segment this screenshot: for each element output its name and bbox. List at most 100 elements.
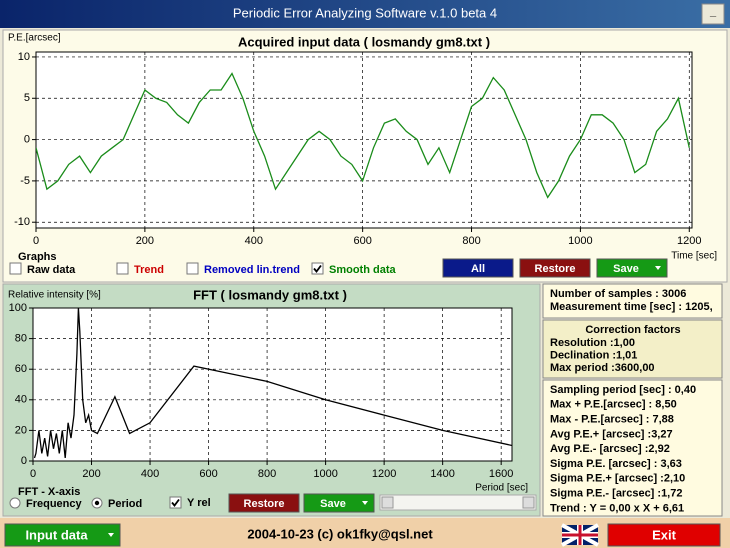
x-tick-label: 400 [141, 468, 159, 480]
stats-panel [542, 379, 723, 517]
x-tick-label: 1600 [489, 468, 513, 480]
data-line [36, 72, 690, 199]
checkbox[interactable] [311, 262, 324, 275]
info-line: Declination :1,01 [550, 349, 637, 361]
chart-title: FFT ( losmandy gm8.txt ) [193, 287, 347, 302]
x-tick-label: 1200 [677, 235, 701, 247]
y-tick-label: 40 [15, 394, 27, 406]
checkbox[interactable] [169, 496, 182, 509]
info-line: Sigma P.E. [arcsec] : 3,63 [550, 458, 682, 470]
minimize-label: _ [709, 6, 717, 18]
x-tick-label: 200 [136, 235, 154, 247]
info-line: Sigma P.E.+ [arcsec] :2,10 [550, 473, 685, 485]
scroll-right[interactable] [522, 496, 535, 509]
checkbox[interactable] [9, 262, 22, 275]
x-tick-label: 400 [245, 235, 263, 247]
y-tick-label: 100 [9, 302, 27, 314]
y-tick-label: 10 [18, 51, 30, 63]
button-label: Restore [244, 498, 285, 510]
copyright: 2004-10-23 (c) ok1fky@qsl.net [247, 526, 433, 541]
group-label: FFT - X-axis [18, 486, 80, 498]
dropdown-arrow [655, 266, 661, 270]
plot-area [32, 307, 513, 462]
button[interactable] [596, 258, 668, 278]
dropdown-arrow [362, 501, 368, 505]
checkbox[interactable] [116, 262, 129, 275]
samples-panel [542, 283, 723, 319]
x-tick-label: 800 [462, 235, 480, 247]
button[interactable] [4, 523, 121, 547]
info-line: Avg P.E.+ [arcsec] :3,27 [550, 428, 673, 440]
y-tick-label: 0 [21, 455, 27, 467]
scrollbar[interactable] [379, 494, 537, 511]
radio-label: Frequency [26, 498, 83, 510]
y-axis-label: P.E.[arcsec] [8, 33, 61, 44]
x-tick-label: 1000 [313, 468, 337, 480]
x-tick-label: 600 [353, 235, 371, 247]
button[interactable] [442, 258, 514, 278]
info-line: Sigma P.E.- [arcsec] :1,72 [550, 488, 682, 500]
x-tick-label: 1000 [568, 235, 592, 247]
info-line: Max + P.E.[arcsec] : 8,50 [550, 399, 677, 411]
radio-dot [94, 500, 100, 506]
x-axis-label: Period [sec] [475, 483, 528, 494]
scroll-left[interactable] [381, 496, 394, 509]
info-line: Sampling period [sec] : 0,40 [550, 384, 696, 396]
checkmark [313, 264, 322, 273]
x-tick-label: 600 [199, 468, 217, 480]
info-line: Measurement time [sec] : 1205, [550, 301, 713, 313]
button[interactable] [303, 493, 375, 513]
y-tick-label: 80 [15, 333, 27, 345]
checkbox-label: Raw data [27, 264, 76, 276]
checkbox-label: Y rel [187, 497, 211, 509]
x-tick-label: 0 [30, 468, 36, 480]
button-label: Input data [25, 527, 88, 542]
button[interactable] [519, 258, 591, 278]
x-axis-label: Time [sec] [671, 251, 717, 262]
info-line: Trend : Y = 0,00 x X + 6,61 [550, 502, 684, 514]
dropdown-arrow [108, 533, 114, 537]
y-tick-label: 0 [24, 133, 30, 145]
y-tick-label: -5 [20, 175, 30, 187]
x-tick-label: 1200 [372, 468, 396, 480]
info-line: Number of samples : 3006 [550, 288, 686, 300]
x-tick-label: 1400 [430, 468, 454, 480]
button-label: Exit [652, 527, 677, 542]
checkbox-label: Trend [134, 264, 164, 276]
title-bar [0, 0, 730, 28]
checkmark [171, 498, 180, 507]
info-line: Max - P.E.[arcsec] : 7,88 [550, 414, 674, 426]
group-label: Graphs [18, 251, 57, 263]
button-label: Restore [535, 263, 576, 275]
y-axis-label: Relative intensity [%] [8, 290, 101, 301]
correction-panel [542, 319, 723, 379]
panel-title: Correction factors [585, 324, 680, 336]
chart-title: Acquired input data ( losmandy gm8.txt ) [238, 34, 490, 49]
button[interactable] [228, 493, 300, 513]
x-tick-label: 800 [258, 468, 276, 480]
info-line: Max period :3600,00 [550, 362, 655, 374]
data-line [33, 308, 512, 459]
flag [561, 523, 599, 547]
plot-area [35, 51, 693, 229]
x-tick-label: 200 [82, 468, 100, 480]
radio-button[interactable] [9, 497, 21, 509]
button-label: All [471, 263, 485, 275]
minimize-button[interactable] [701, 3, 725, 25]
y-tick-label: -10 [14, 216, 30, 228]
info-line: Avg P.E.- [arcsec] :2,92 [550, 443, 670, 455]
y-tick-label: 60 [15, 363, 27, 375]
button-label: Save [613, 263, 639, 275]
button[interactable] [607, 523, 721, 547]
window-title: Periodic Error Analyzing Software v.1.0 … [233, 5, 497, 20]
radio-label: Period [108, 498, 142, 510]
x-tick-label: 0 [33, 235, 39, 247]
checkbox-label: Smooth data [329, 264, 396, 276]
checkbox-label: Removed lin.trend [204, 264, 300, 276]
checkbox[interactable] [186, 262, 199, 275]
y-tick-label: 20 [15, 424, 27, 436]
y-tick-label: 5 [24, 92, 30, 104]
button-label: Save [320, 498, 346, 510]
info-line: Resolution :1,00 [550, 337, 635, 349]
